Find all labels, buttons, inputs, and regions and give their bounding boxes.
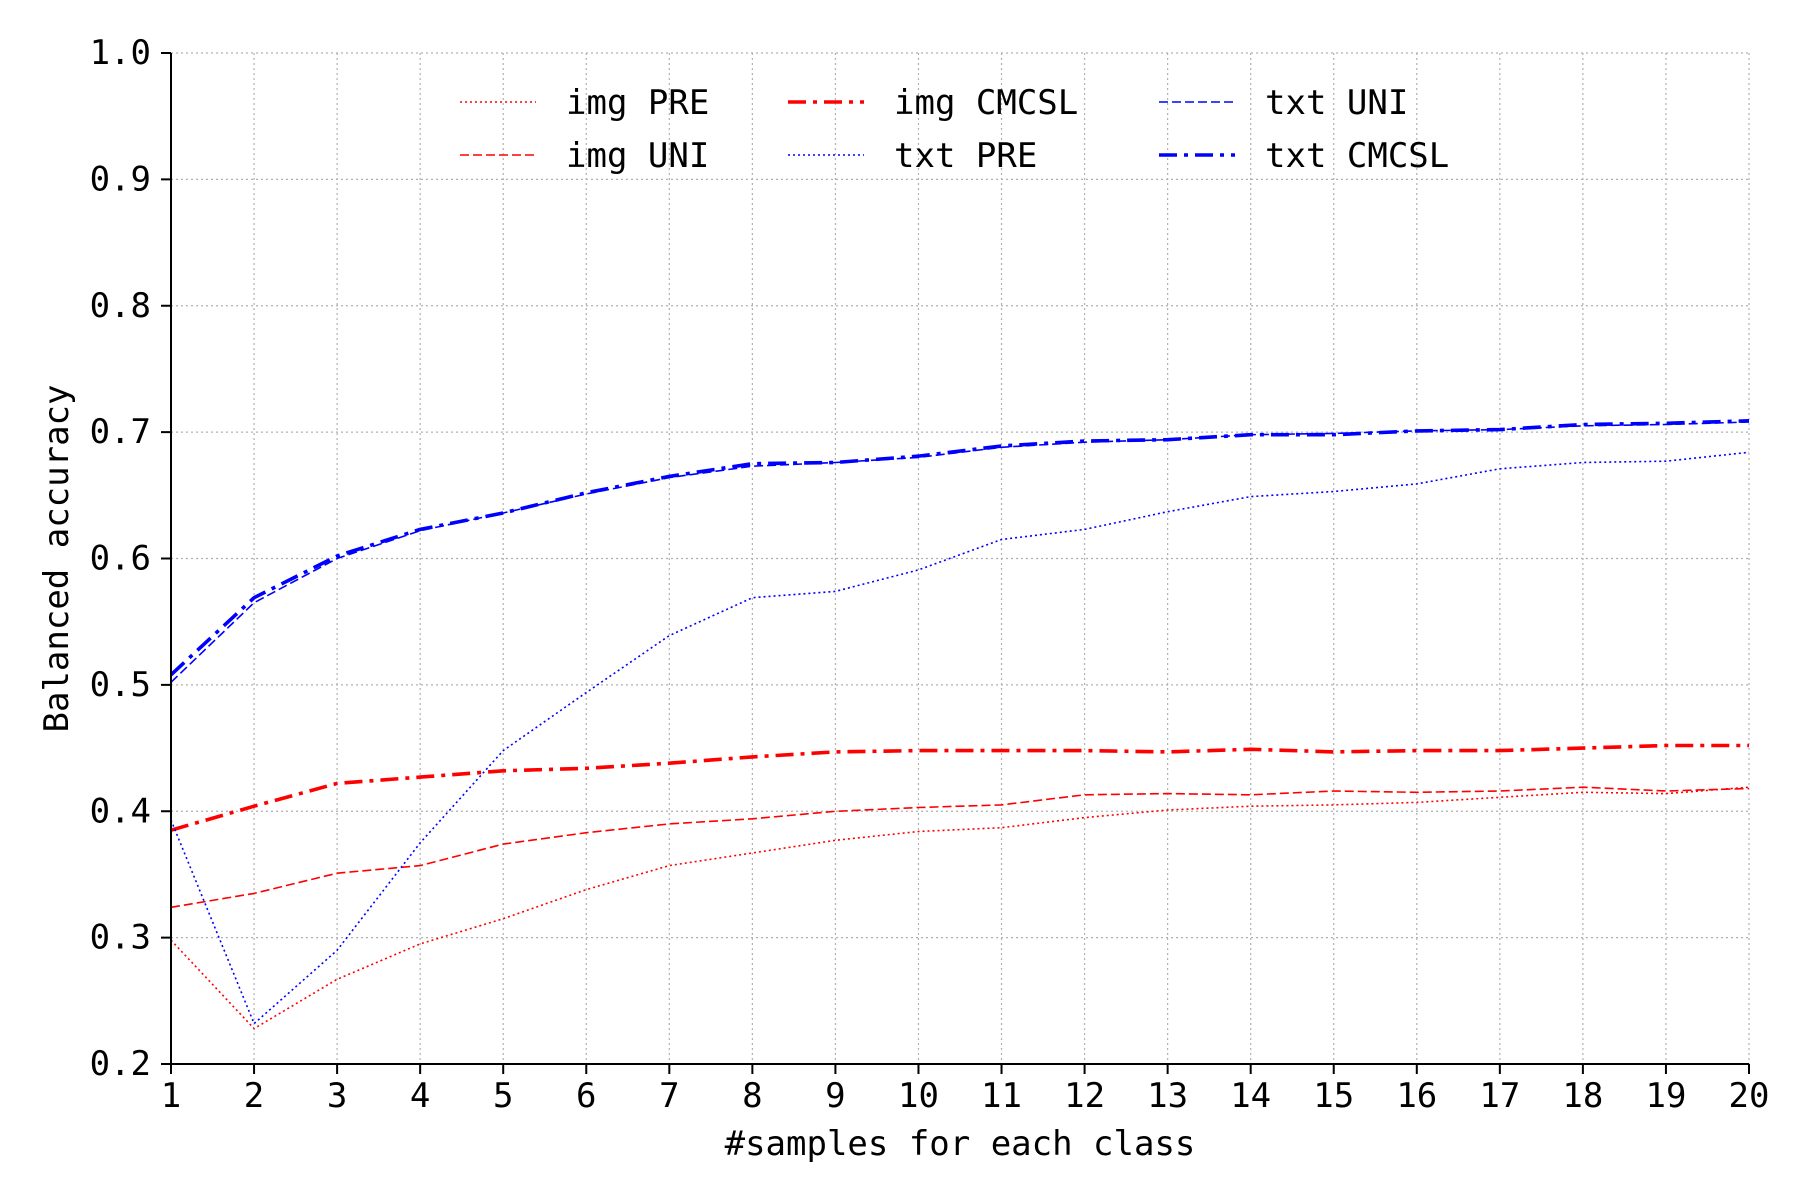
series-line-txt-pre: [170, 451, 1750, 1025]
x-tick-label: 11: [981, 1076, 1022, 1116]
series-line-txt-uni: [170, 421, 1750, 683]
x-tick-label: 14: [1230, 1076, 1271, 1116]
x-tick-label: 2: [244, 1076, 264, 1116]
x-tick-label: 9: [825, 1076, 845, 1116]
x-tick-label: 19: [1645, 1076, 1686, 1116]
legend-label: img CMCSL: [894, 83, 1078, 123]
x-tick-label: 20: [1729, 1076, 1770, 1116]
y-tick-label: 0.3: [90, 918, 151, 958]
y-tick-label: 1.0: [90, 33, 151, 73]
x-tick-label: 16: [1396, 1076, 1437, 1116]
x-tick-label: 8: [742, 1076, 762, 1116]
x-tick-label: 4: [410, 1076, 430, 1116]
y-axis-ticks: 0.2 0.3 0.4 0.5 0.6 0.7 0.8 0.9 1.0: [90, 33, 171, 1084]
series-line-img-uni: [170, 786, 1750, 909]
legend-item: img PRE: [460, 83, 709, 123]
y-tick-label: 0.8: [90, 286, 151, 326]
y-tick-label: 0.7: [90, 412, 151, 452]
legend-label: txt PRE: [894, 136, 1037, 176]
series-line-txt-cmcsl: [169, 419, 1750, 677]
x-axis-ticks: 1 2 3 4 5 6 7 8 9 10 11 12 13 14 15 16 17 18 19 20: [161, 1064, 1770, 1116]
x-axis-label: #samples for each class: [725, 1124, 1196, 1164]
x-tick-label: 15: [1313, 1076, 1354, 1116]
y-tick-label: 0.6: [90, 539, 151, 579]
legend-item: txt PRE: [788, 136, 1037, 176]
legend-label: txt CMCSL: [1265, 136, 1449, 176]
legend-item: txt UNI: [1159, 83, 1408, 123]
legend-label: img UNI: [566, 136, 709, 176]
series-line-img-cmcsl: [170, 743, 1749, 832]
x-tick-label: 7: [659, 1076, 679, 1116]
x-tick-label: 17: [1479, 1076, 1520, 1116]
x-tick-label: 3: [327, 1076, 347, 1116]
x-tick-label: 12: [1064, 1076, 1105, 1116]
legend-item: img UNI: [460, 136, 709, 176]
legend-item: img CMCSL: [788, 83, 1078, 123]
x-tick-label: 1: [161, 1076, 181, 1116]
y-tick-label: 0.5: [90, 665, 151, 705]
x-tick-label: 13: [1147, 1076, 1188, 1116]
y-tick-label: 0.2: [90, 1044, 151, 1084]
y-tick-label: 0.4: [90, 791, 151, 831]
legend-label: img PRE: [566, 83, 709, 123]
y-axis-label: Balanced accuracy: [37, 385, 77, 733]
legend: img PRE img UNI img CMCSL txt PRE txt UNI txt…: [460, 83, 1449, 176]
x-tick-label: 6: [576, 1076, 596, 1116]
legend-label: txt UNI: [1265, 83, 1408, 123]
x-tick-label: 18: [1562, 1076, 1603, 1116]
plot-area: [169, 419, 1750, 1030]
x-tick-label: 10: [898, 1076, 939, 1116]
series-line-img-pre: [170, 786, 1750, 1030]
grid: [170, 52, 1750, 1065]
y-tick-label: 0.9: [90, 159, 151, 199]
legend-item: txt CMCSL: [1159, 136, 1449, 176]
x-tick-label: 5: [493, 1076, 513, 1116]
